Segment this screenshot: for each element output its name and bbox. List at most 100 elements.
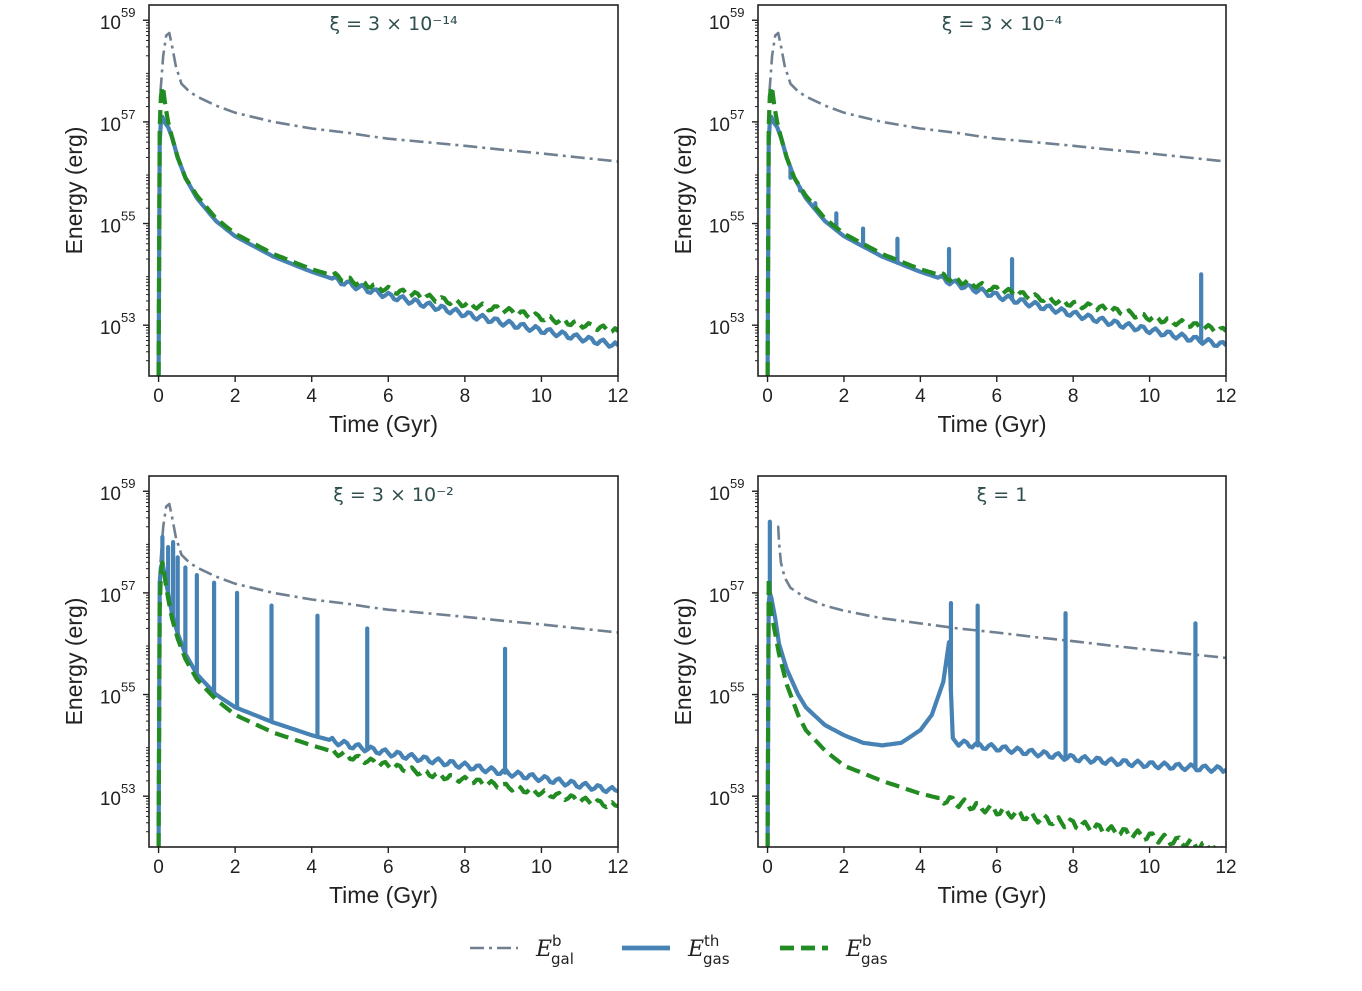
x-tick-label: 10 bbox=[531, 857, 552, 878]
legend-sub: gal bbox=[551, 950, 574, 968]
x-axis-title: Time (Gyr) bbox=[937, 882, 1046, 908]
x-tick-label: 12 bbox=[607, 386, 628, 407]
y-tick-label: 10 bbox=[709, 789, 730, 810]
x-tick-label: 8 bbox=[1068, 857, 1079, 878]
y-axis-title: Energy (erg) bbox=[670, 127, 696, 255]
series-e-gal-b bbox=[159, 31, 618, 163]
series-e-gas-b bbox=[156, 560, 618, 847]
x-tick-label: 2 bbox=[230, 386, 241, 407]
y-tick-exponent: 57 bbox=[730, 107, 744, 122]
x-tick-label: 10 bbox=[531, 386, 552, 407]
x-tick-label: 0 bbox=[153, 857, 164, 878]
x-tick-label: 4 bbox=[915, 386, 926, 407]
y-tick-label: 10 bbox=[709, 586, 730, 607]
y-tick-label: 10 bbox=[100, 484, 121, 505]
y-axis-title: Energy (erg) bbox=[670, 598, 696, 726]
y-tick-exponent: 53 bbox=[730, 310, 744, 325]
x-tick-label: 6 bbox=[991, 386, 1002, 407]
axes-frame bbox=[148, 475, 619, 848]
y-tick-label: 10 bbox=[100, 13, 121, 34]
legend-sup: b bbox=[552, 932, 562, 950]
x-tick-label: 4 bbox=[915, 857, 926, 878]
axes-frame bbox=[148, 4, 619, 377]
x-tick-label: 8 bbox=[460, 386, 471, 407]
x-tick-label: 8 bbox=[1068, 386, 1079, 407]
series-e-gas-th bbox=[765, 590, 1226, 847]
y-tick-label: 10 bbox=[100, 217, 121, 238]
series-e-gas-b bbox=[765, 575, 1223, 847]
x-tick-label: 2 bbox=[839, 857, 850, 878]
axes-frame bbox=[757, 475, 1227, 848]
y-tick-exponent: 59 bbox=[121, 476, 135, 491]
x-tick-label: 6 bbox=[383, 386, 394, 407]
y-axis-title: Energy (erg) bbox=[61, 598, 87, 726]
legend-label: E bbox=[535, 937, 552, 962]
plot-area bbox=[156, 502, 618, 847]
legend-label: E bbox=[845, 937, 862, 962]
plot-area bbox=[156, 31, 618, 376]
y-tick-exponent: 59 bbox=[730, 5, 744, 20]
x-tick-label: 4 bbox=[306, 386, 317, 407]
y-tick-label: 10 bbox=[709, 13, 730, 34]
y-tick-exponent: 59 bbox=[121, 5, 135, 20]
x-axis-title: Time (Gyr) bbox=[329, 411, 438, 437]
panel-title: ξ = 3 × 10⁻¹⁴ bbox=[329, 13, 458, 35]
series-e-gas-b bbox=[156, 84, 618, 376]
y-tick-label: 10 bbox=[100, 318, 121, 339]
x-tick-label: 2 bbox=[230, 857, 241, 878]
y-tick-label: 10 bbox=[709, 217, 730, 238]
plot-area bbox=[765, 519, 1226, 847]
y-tick-label: 10 bbox=[100, 688, 121, 709]
axes-frame bbox=[757, 4, 1227, 377]
legend-sup: th bbox=[704, 932, 719, 950]
x-tick-label: 4 bbox=[306, 857, 317, 878]
x-tick-label: 12 bbox=[1215, 857, 1236, 878]
y-tick-label: 10 bbox=[100, 789, 121, 810]
y-tick-label: 10 bbox=[100, 586, 121, 607]
y-tick-label: 10 bbox=[709, 318, 730, 339]
y-tick-exponent: 55 bbox=[730, 209, 744, 224]
y-tick-label: 10 bbox=[100, 115, 121, 136]
y-tick-exponent: 59 bbox=[730, 476, 744, 491]
y-tick-exponent: 57 bbox=[121, 578, 135, 593]
y-tick-label: 10 bbox=[709, 115, 730, 136]
panel-title: ξ = 3 × 10⁻² bbox=[333, 484, 454, 506]
y-tick-label: 10 bbox=[709, 484, 730, 505]
x-tick-label: 6 bbox=[991, 857, 1002, 878]
legend-label: E bbox=[687, 937, 704, 962]
x-tick-label: 12 bbox=[607, 857, 628, 878]
y-tick-exponent: 53 bbox=[121, 781, 135, 796]
x-tick-label: 2 bbox=[839, 386, 850, 407]
x-tick-label: 10 bbox=[1139, 386, 1160, 407]
series-e-gas-th bbox=[156, 560, 618, 847]
series-e-gas-b bbox=[765, 84, 1226, 376]
y-tick-label: 10 bbox=[709, 688, 730, 709]
y-tick-exponent: 53 bbox=[730, 781, 744, 796]
y-tick-exponent: 55 bbox=[121, 209, 135, 224]
legend-sub: gas bbox=[703, 950, 730, 968]
x-axis-title: Time (Gyr) bbox=[937, 411, 1046, 437]
series-e-gal-b bbox=[768, 31, 1226, 163]
x-tick-label: 0 bbox=[762, 857, 773, 878]
legend-sub: gas bbox=[861, 950, 888, 968]
panel-title: ξ = 1 bbox=[977, 484, 1028, 506]
y-tick-exponent: 55 bbox=[121, 680, 135, 695]
y-tick-exponent: 53 bbox=[121, 310, 135, 325]
y-tick-exponent: 57 bbox=[121, 107, 135, 122]
x-tick-label: 0 bbox=[153, 386, 164, 407]
x-tick-label: 10 bbox=[1139, 857, 1160, 878]
y-tick-exponent: 55 bbox=[730, 680, 744, 695]
plot-area bbox=[765, 31, 1226, 376]
x-tick-label: 0 bbox=[762, 386, 773, 407]
x-tick-label: 8 bbox=[460, 857, 471, 878]
series-e-gas-th bbox=[156, 114, 618, 376]
